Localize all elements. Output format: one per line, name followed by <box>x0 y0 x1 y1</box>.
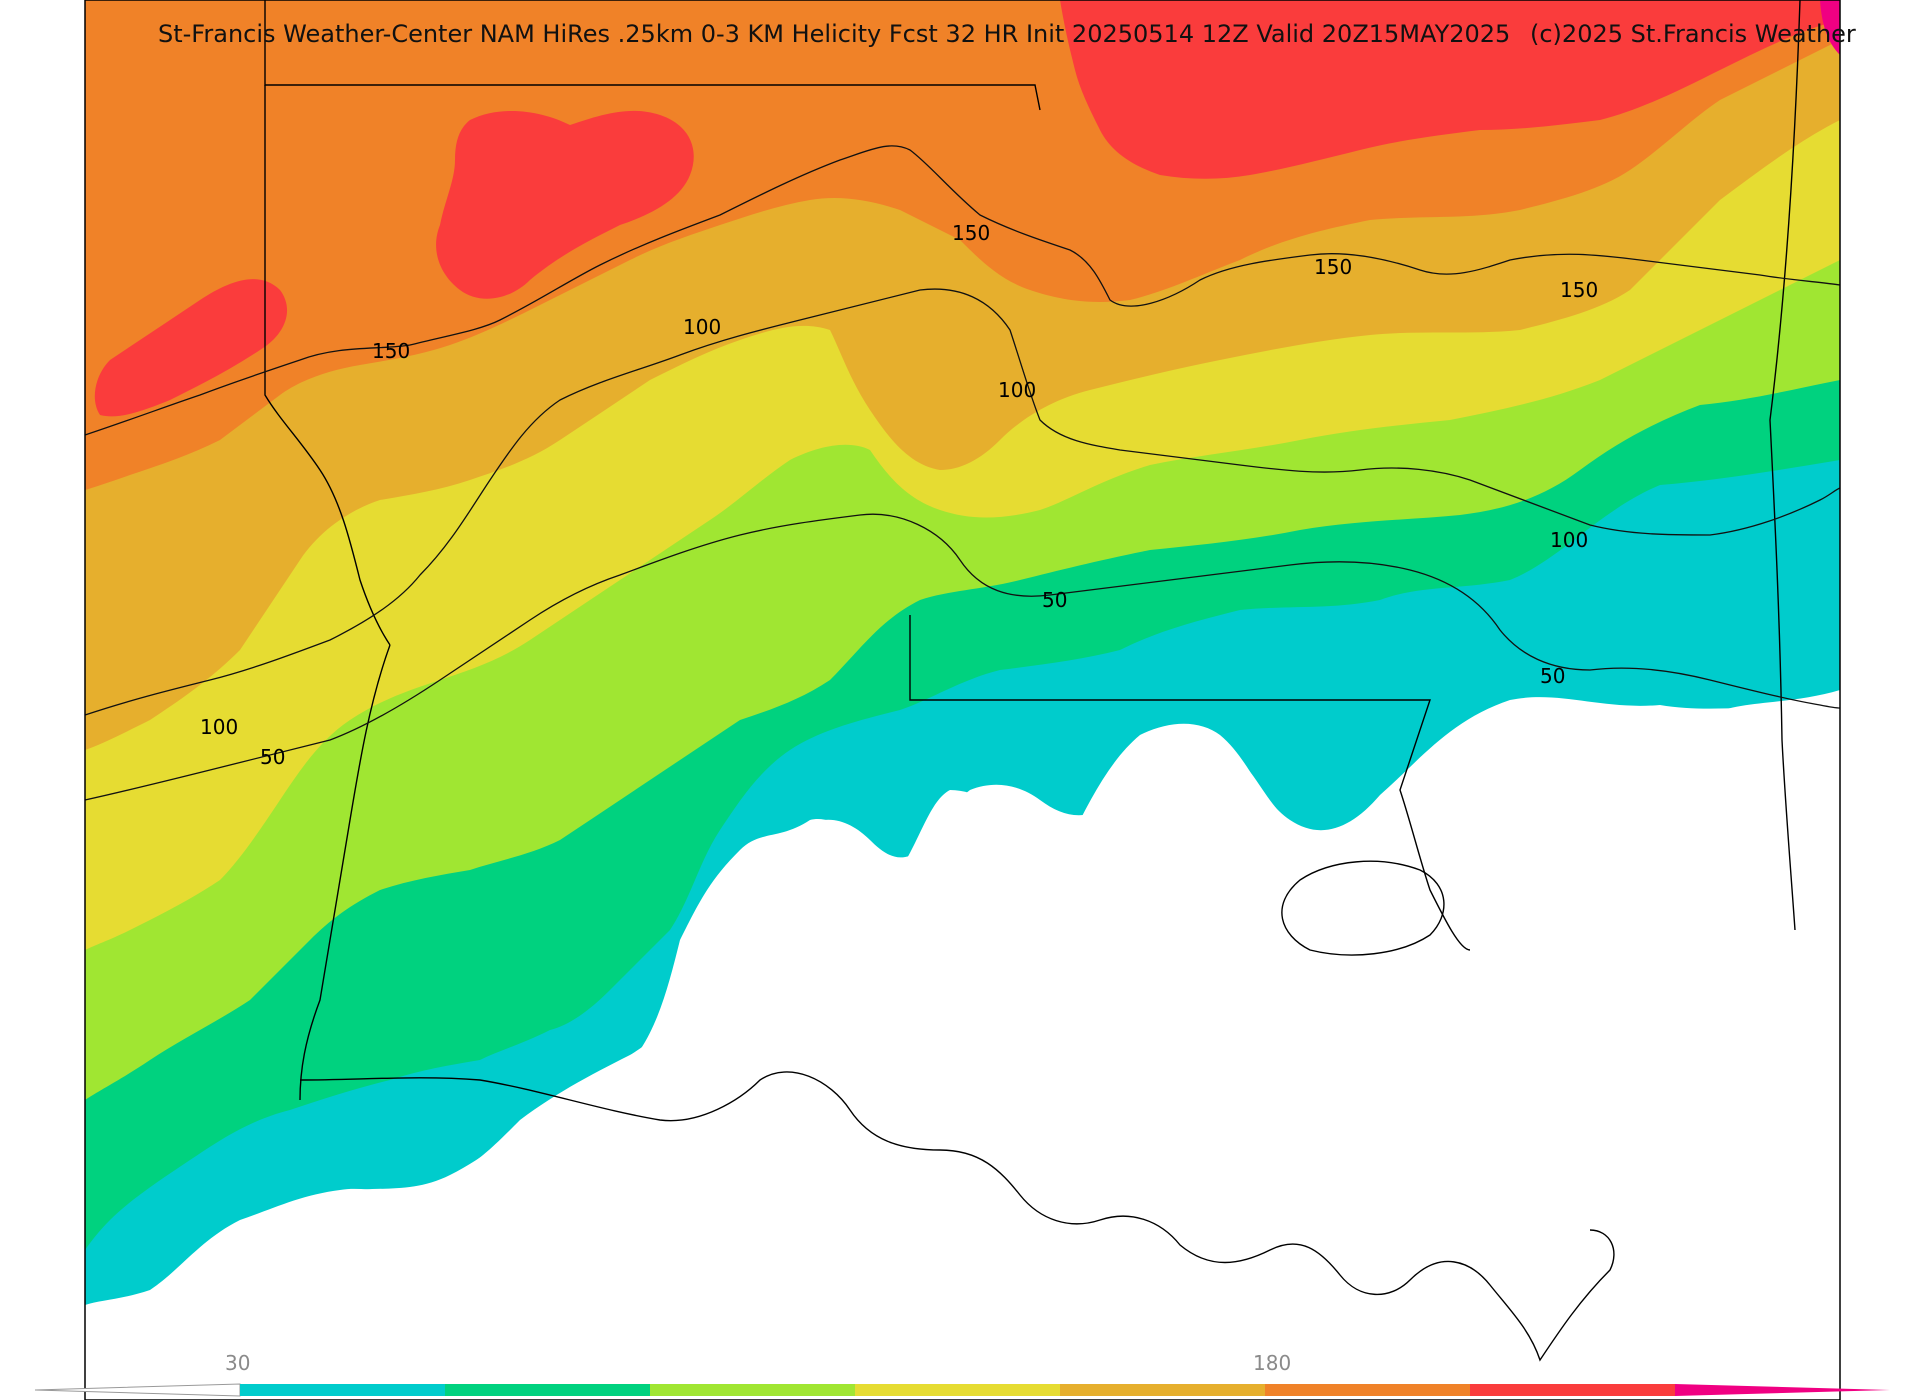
state-line-north <box>264 0 1041 111</box>
state-line-mid <box>909 615 1471 951</box>
map-panel: 150 150 150 150 100 100 100 100 50 50 50 <box>84 0 1841 1400</box>
legend-swatch <box>855 1384 1060 1396</box>
contour-label-150-a: 150 <box>372 339 410 363</box>
legend-tick-high: 180 <box>1253 1351 1291 1375</box>
state-line-east <box>1769 0 1801 931</box>
map-title: St-Francis Weather-Center NAM HiRes .25k… <box>158 20 1510 48</box>
legend-swatch <box>240 1384 445 1396</box>
lake-outline <box>1281 860 1445 956</box>
band-190-plus <box>1820 0 1840 55</box>
legend-swatch <box>650 1384 855 1396</box>
helicity-contours <box>84 145 1841 801</box>
color-scale-legend: 30 180 <box>34 1351 1890 1397</box>
contour-label-50-b: 50 <box>1540 664 1565 688</box>
legend-tick-low: 30 <box>225 1351 250 1375</box>
contour-150 <box>84 145 1841 436</box>
helicity-fill-layer <box>85 0 1840 1305</box>
contour-label-150-d: 150 <box>1560 278 1598 302</box>
band-150-plus-southwest <box>94 279 288 417</box>
copyright-label: (c)2025 St.Francis Weather <box>1530 20 1856 48</box>
gulf-water-area <box>85 690 1840 1400</box>
contour-label-150-b: 150 <box>952 221 990 245</box>
legend-swatch <box>1060 1384 1265 1396</box>
contour-label-100-b: 100 <box>998 378 1036 402</box>
contour-100 <box>84 288 1841 716</box>
band-150-plus-north <box>1060 0 1840 179</box>
map-border <box>84 0 1841 1400</box>
contour-label-100-a: 100 <box>683 315 721 339</box>
state-line-west <box>264 85 391 646</box>
legend-swatch <box>445 1384 650 1396</box>
contour-label-50-a: 50 <box>1042 588 1067 612</box>
contour-label-50-c: 50 <box>260 745 285 769</box>
coastline <box>299 1071 1615 1362</box>
contour-label-group: 150 150 150 150 100 100 100 100 50 50 50 <box>200 221 1598 769</box>
contour-label-100-c: 100 <box>1550 528 1588 552</box>
contour-50 <box>84 513 1841 801</box>
contour-label-100-d: 100 <box>200 715 238 739</box>
boundary-lines <box>264 0 1801 1362</box>
contour-label-150-c: 150 <box>1314 255 1352 279</box>
band-150-plus-west <box>436 110 694 299</box>
legend-arrow-right <box>1675 1384 1890 1396</box>
legend-swatch <box>1265 1384 1470 1396</box>
legend-swatch <box>1470 1384 1675 1396</box>
state-line-southwest <box>299 644 391 1101</box>
